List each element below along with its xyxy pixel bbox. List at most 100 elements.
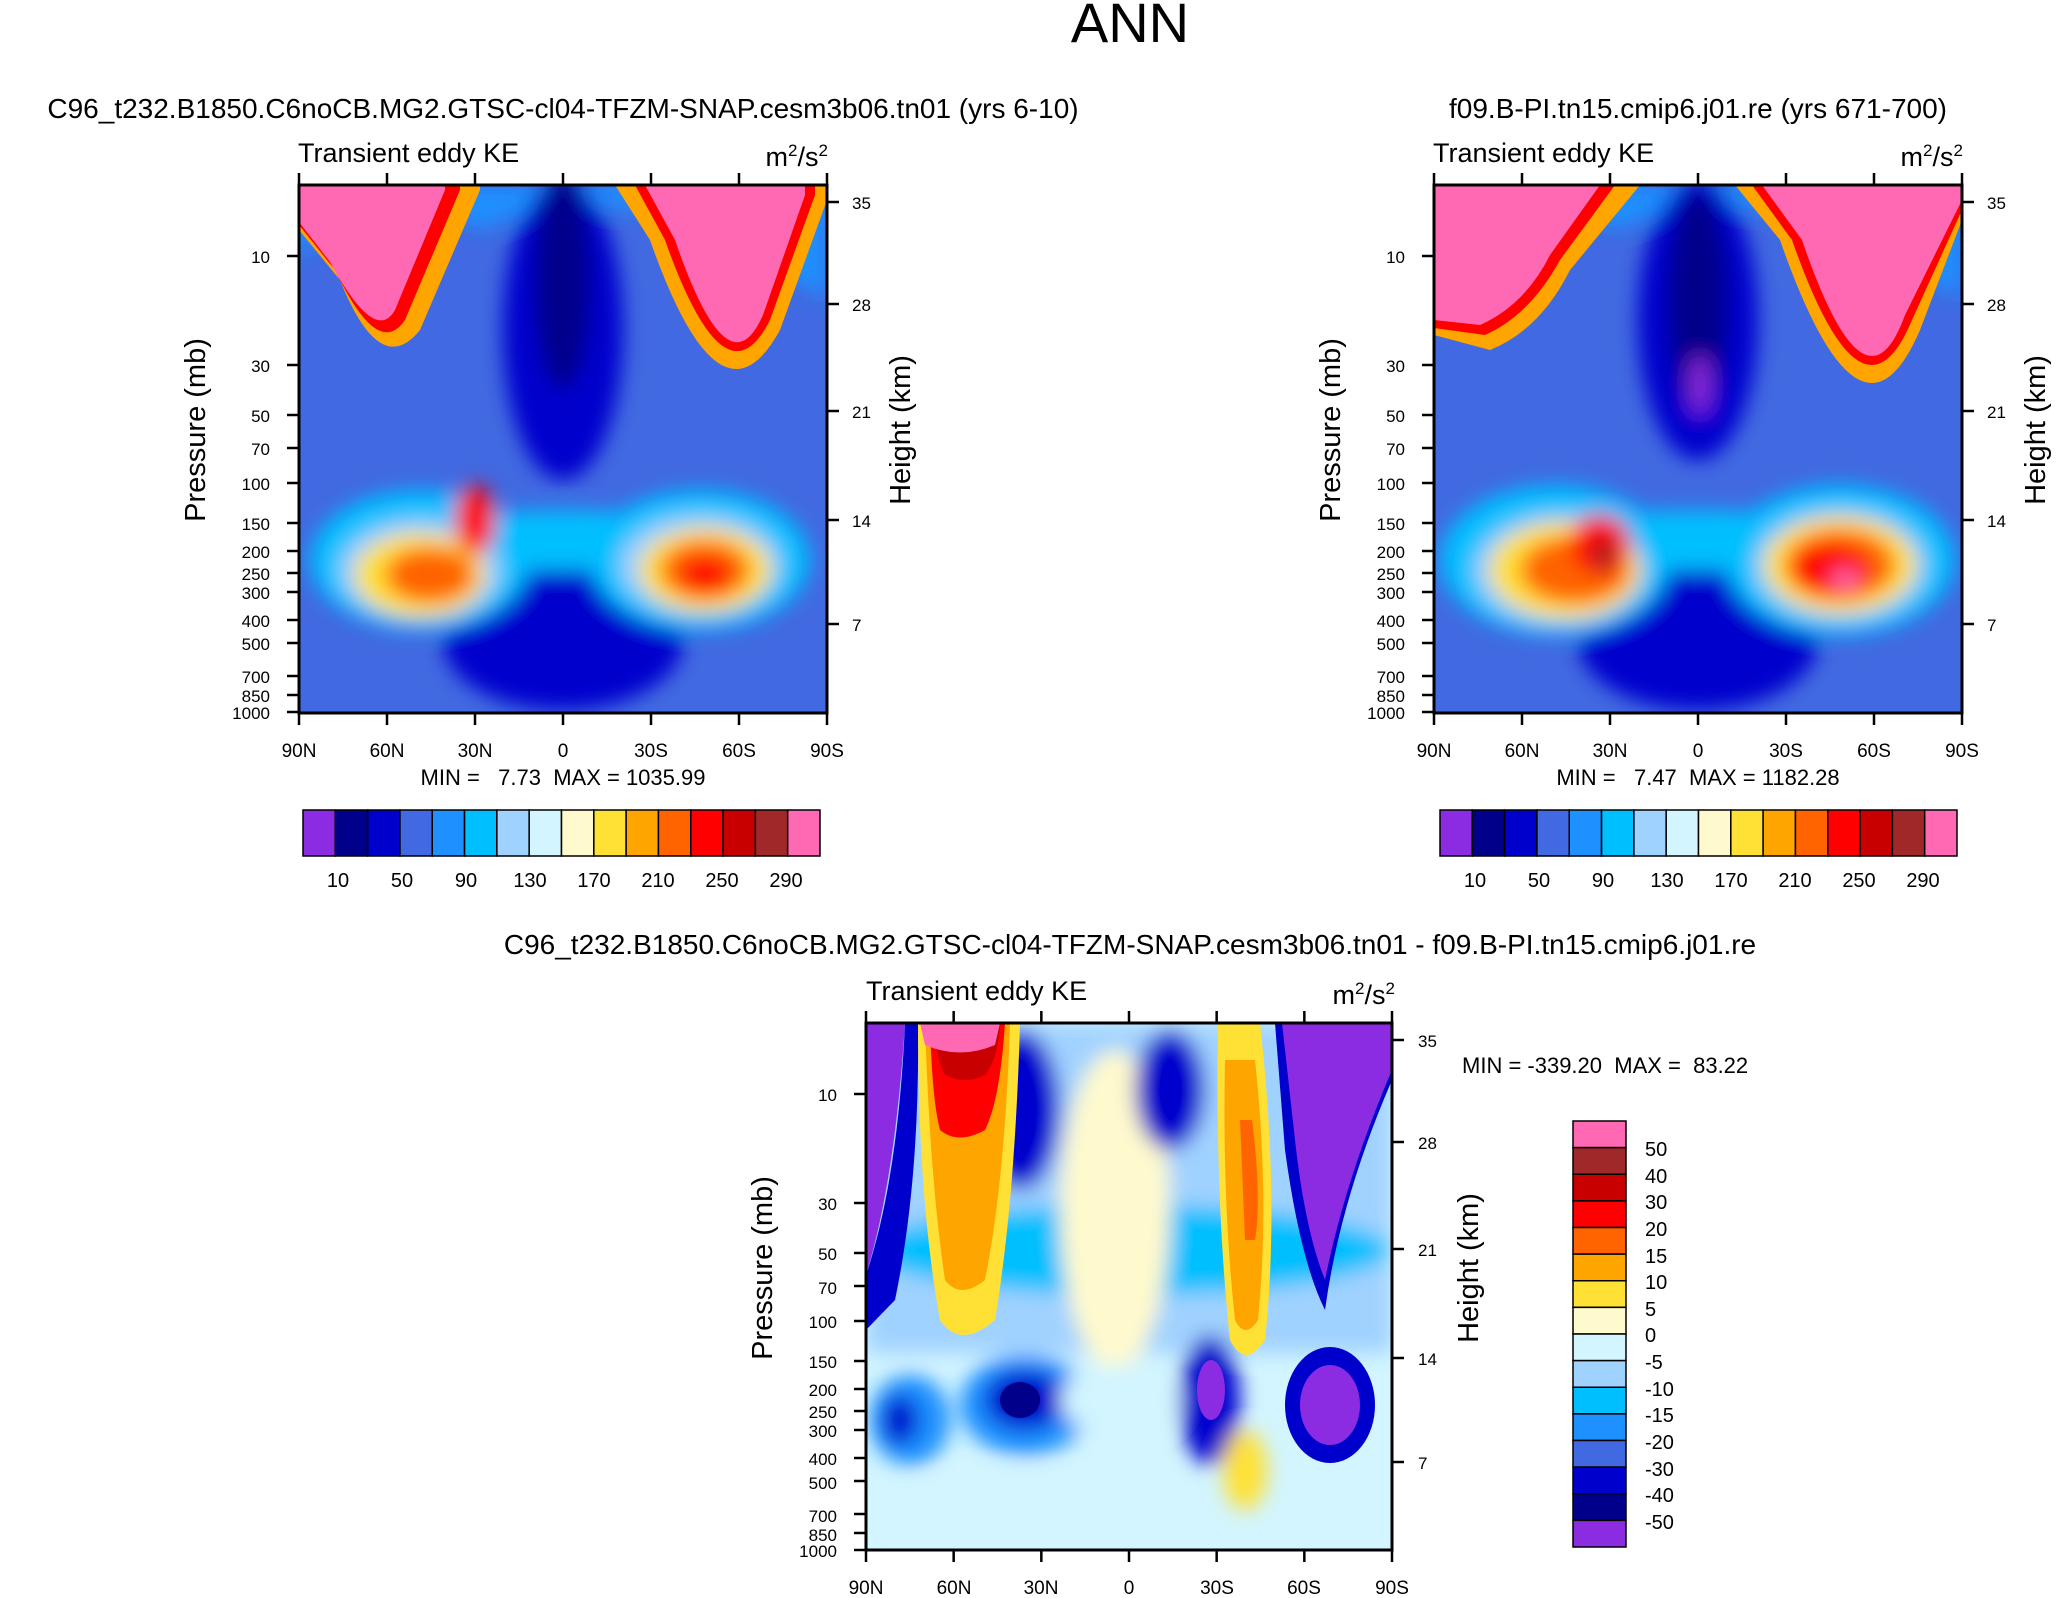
y-tick: 30 bbox=[1386, 357, 1405, 376]
x-tick: 60N bbox=[937, 1578, 972, 1598]
panel-c-title: C96_t232.B1850.C6noCB.MG2.GTSC-cl04-TFZM… bbox=[504, 929, 1756, 960]
y-tick: 700 bbox=[809, 1507, 837, 1526]
panel-b-minmax: MIN = 7.47 MAX = 1182.28 bbox=[1556, 765, 1839, 790]
y2-tick: 14 bbox=[1987, 512, 2006, 531]
x-tick: 60N bbox=[1505, 741, 1540, 762]
y-tick: 150 bbox=[1377, 515, 1405, 534]
colorbar-label: 250 bbox=[1842, 870, 1875, 892]
colorbar-swatch bbox=[1730, 809, 1764, 857]
x-tick: 30N bbox=[458, 741, 493, 762]
y-tick: 30 bbox=[818, 1195, 837, 1214]
panel-b-left-label: Transient eddy KE bbox=[1433, 138, 1654, 168]
page-title: ANN bbox=[1071, 0, 1189, 54]
panel-c-x-ticks: 90N 60N 30N 0 30S 60S 90S bbox=[849, 1578, 1409, 1598]
colorbar-swatch bbox=[1572, 1386, 1627, 1415]
x-tick: 90S bbox=[1375, 1578, 1409, 1598]
colorbar-swatch bbox=[302, 809, 337, 857]
x-tick: 0 bbox=[1124, 1578, 1135, 1598]
colorbar-label: 290 bbox=[769, 870, 802, 892]
colorbar-swatch bbox=[496, 809, 530, 857]
colorbar-swatch bbox=[1471, 809, 1506, 857]
panel-b-ylabel: Pressure (mb) bbox=[1315, 338, 1347, 522]
colorbar-swatch bbox=[754, 809, 789, 857]
panel-c-units: m2/s2 bbox=[1333, 979, 1395, 1010]
colorbar-label: 30 bbox=[1645, 1192, 1667, 1214]
colorbar-swatch bbox=[1572, 1120, 1627, 1149]
colorbar-swatch bbox=[463, 809, 498, 857]
x-tick: 30S bbox=[634, 741, 668, 762]
colorbar-label: 20 bbox=[1645, 1219, 1667, 1241]
colorbar-label: 50 bbox=[1528, 870, 1550, 892]
panel-a-x-ticks: 90N 60N 30N 0 30S 60S 90S bbox=[282, 741, 844, 762]
y-tick: 50 bbox=[1386, 407, 1405, 426]
colorbar-swatch bbox=[1762, 809, 1797, 857]
x-tick: 30N bbox=[1593, 741, 1628, 762]
colorbar-swatch bbox=[786, 809, 821, 857]
y-tick: 400 bbox=[242, 612, 270, 631]
panel-c-minmax: MIN = -339.20 MAX = 83.22 bbox=[1462, 1053, 1748, 1078]
y-tick: 150 bbox=[809, 1353, 837, 1372]
colorbar-label: 50 bbox=[391, 870, 413, 892]
colorbar-swatch bbox=[1572, 1200, 1627, 1229]
panel-b-units: m2/s2 bbox=[1901, 141, 1963, 172]
colorbar-label: 130 bbox=[1650, 870, 1683, 892]
colorbar-label: 10 bbox=[327, 870, 349, 892]
colorbar-swatch bbox=[334, 809, 369, 857]
x-tick: 90N bbox=[282, 741, 317, 762]
panel-model-b: f09.B-PI.tn15.cmip6.j01.re (yrs 671-700)… bbox=[1315, 93, 2052, 892]
y-tick: 200 bbox=[1377, 543, 1405, 562]
colorbar-swatch bbox=[1665, 809, 1700, 857]
frame-ticks bbox=[854, 1011, 1404, 1562]
colorbar-swatch bbox=[1503, 809, 1538, 857]
y2-tick: 7 bbox=[852, 616, 861, 635]
y-tick: 500 bbox=[809, 1474, 837, 1493]
colorbar-swatch bbox=[593, 809, 627, 857]
colorbar-label: 290 bbox=[1906, 870, 1939, 892]
y-tick: 300 bbox=[1377, 584, 1405, 603]
y-tick: 300 bbox=[242, 584, 270, 603]
colorbar-swatch bbox=[1923, 809, 1958, 857]
colorbar-label: -40 bbox=[1645, 1485, 1674, 1507]
y-tick: 100 bbox=[809, 1313, 837, 1332]
panel-a-field bbox=[299, 185, 827, 713]
colorbar-label: 15 bbox=[1645, 1246, 1667, 1268]
y-tick: 1000 bbox=[232, 704, 270, 723]
x-tick: 30N bbox=[1024, 1578, 1059, 1598]
y-tick: 30 bbox=[251, 357, 270, 376]
y-tick: 850 bbox=[809, 1526, 837, 1545]
y-tick: 300 bbox=[809, 1422, 837, 1441]
colorbar-swatch bbox=[1572, 1280, 1627, 1309]
colorbar-swatch bbox=[1572, 1519, 1627, 1548]
x-tick: 90S bbox=[810, 741, 844, 762]
panel-b-y2-ticks: 35 28 21 14 7 bbox=[1987, 194, 2006, 635]
colorbar-swatch bbox=[1572, 1226, 1627, 1255]
y-tick: 500 bbox=[1377, 635, 1405, 654]
colorbar-label: -5 bbox=[1645, 1352, 1663, 1374]
colorbar-label: -30 bbox=[1645, 1459, 1674, 1481]
panel-c-y2-ticks: 35 28 21 14 7 bbox=[1418, 1032, 1437, 1473]
colorbar-label: -50 bbox=[1645, 1512, 1674, 1534]
colorbar-swatch bbox=[722, 809, 757, 857]
y-tick: 700 bbox=[1377, 668, 1405, 687]
panel-b-y-ticks: 10 30 50 70 100 150 200 250 300 400 500 … bbox=[1367, 248, 1405, 723]
colorbar-label: -20 bbox=[1645, 1432, 1674, 1454]
y-tick: 400 bbox=[1377, 612, 1405, 631]
panel-b-y2label: Height (km) bbox=[2020, 355, 2052, 505]
panel-c-left-label: Transient eddy KE bbox=[866, 976, 1087, 1006]
colorbar-label: 5 bbox=[1645, 1299, 1656, 1321]
colorbar-label: 90 bbox=[455, 870, 477, 892]
colorbar-swatch bbox=[1572, 1333, 1627, 1362]
y-tick: 150 bbox=[242, 515, 270, 534]
panel-a-title: C96_t232.B1850.C6noCB.MG2.GTSC-cl04-TFZM… bbox=[47, 93, 1078, 124]
colorbar-swatch bbox=[399, 809, 433, 857]
y2-tick: 14 bbox=[1418, 1350, 1437, 1369]
x-tick: 60S bbox=[722, 741, 756, 762]
x-tick: 90N bbox=[1417, 741, 1452, 762]
colorbar-label: 50 bbox=[1645, 1139, 1667, 1161]
colorbar-label: 130 bbox=[513, 870, 546, 892]
colorbar-swatch bbox=[1572, 1493, 1627, 1522]
colorbar-label: 0 bbox=[1645, 1325, 1656, 1347]
colorbar-label: 10 bbox=[1645, 1272, 1667, 1294]
colorbar-swatch bbox=[366, 809, 401, 857]
colorbar-label: 10 bbox=[1464, 870, 1486, 892]
